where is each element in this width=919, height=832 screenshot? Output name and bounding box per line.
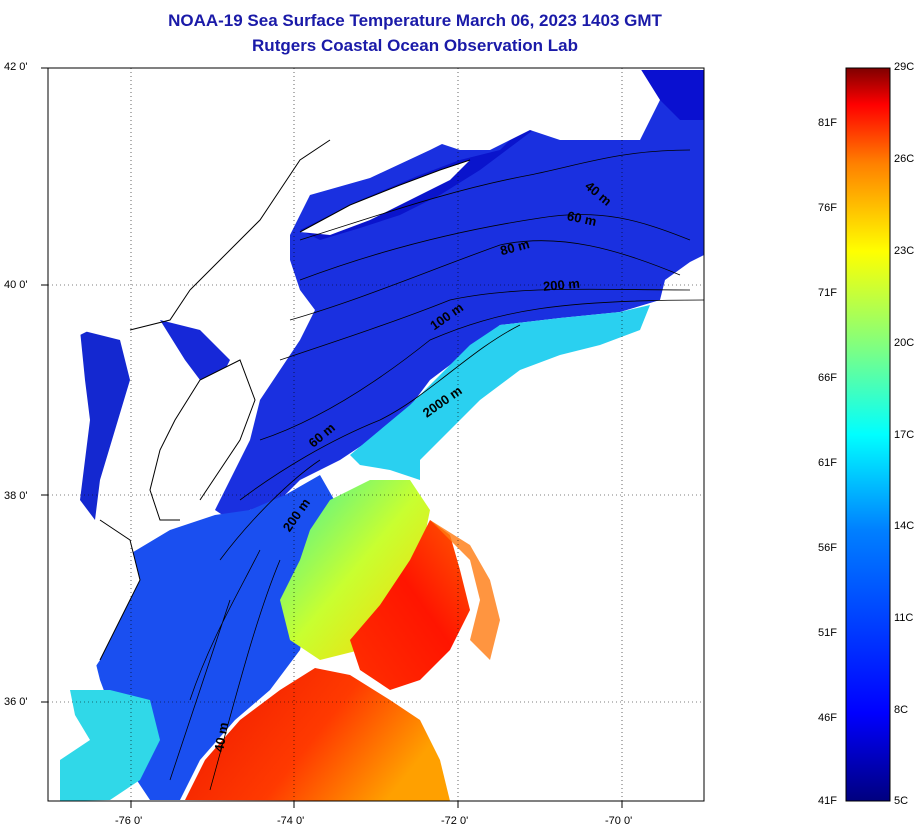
delaware-bay bbox=[160, 320, 230, 390]
contour-label: 60 m bbox=[566, 208, 598, 229]
cbar-c-8: 8C bbox=[894, 704, 909, 716]
cbar-c-20: 20C bbox=[894, 337, 915, 349]
southern-warm-water bbox=[185, 668, 450, 801]
land-delmarva bbox=[150, 360, 255, 520]
cbar-f-56: 56F bbox=[818, 542, 837, 554]
colorbar bbox=[845, 67, 891, 802]
coastline bbox=[99, 139, 471, 661]
lon-label-76: -76 0' bbox=[115, 815, 143, 827]
lat-label-36: 36 0' bbox=[4, 696, 28, 708]
lon-label-70: -70 0' bbox=[605, 815, 633, 827]
map-title: NOAA-19 Sea Surface Temperature March 06… bbox=[168, 11, 662, 30]
cbar-c-14: 14C bbox=[894, 520, 915, 532]
chesapeake-bay bbox=[80, 330, 130, 520]
cbar-c-11: 11C bbox=[894, 612, 914, 624]
cbar-f-51: 51F bbox=[818, 627, 837, 639]
contour-label: 80 m bbox=[499, 236, 532, 258]
lat-label-42: 42 0' bbox=[4, 61, 28, 73]
cbar-f-76: 76F bbox=[818, 202, 837, 214]
lat-label-38: 38 0' bbox=[4, 490, 28, 502]
cbar-c-29: 29C bbox=[894, 61, 915, 73]
contour-label: 200 m bbox=[542, 276, 580, 294]
contour-label: 40 m bbox=[211, 721, 231, 753]
gulf-stream-warm bbox=[350, 520, 470, 690]
cbar-c-17: 17C bbox=[894, 429, 915, 441]
map-subtitle: Rutgers Coastal Ocean Observation Lab bbox=[252, 36, 578, 55]
cbar-c-23: 23C bbox=[894, 245, 915, 257]
land-new-england bbox=[420, 68, 660, 150]
lon-label-74: -74 0' bbox=[277, 815, 305, 827]
cbar-c-5: 5C bbox=[894, 795, 909, 807]
map-frame bbox=[47, 67, 705, 802]
warm-speckles bbox=[430, 520, 500, 660]
cbar-f-71: 71F bbox=[818, 287, 837, 299]
land-virginia bbox=[48, 520, 140, 690]
gulf-stream-front bbox=[280, 480, 430, 660]
slope-water bbox=[350, 305, 650, 480]
land-mainland bbox=[48, 68, 340, 801]
land-long-island bbox=[300, 160, 470, 235]
lon-label-72: -72 0' bbox=[441, 815, 469, 827]
cbar-f-41: 41F bbox=[818, 795, 837, 807]
cbar-f-66: 66F bbox=[818, 372, 837, 384]
cbar-f-81: 81F bbox=[818, 117, 837, 129]
cbar-f-46: 46F bbox=[818, 712, 837, 724]
cape-cod-water bbox=[640, 70, 704, 120]
lat-label-40: 40 0' bbox=[4, 279, 28, 291]
cbar-c-26: 26C bbox=[894, 153, 915, 165]
pamlico-sound bbox=[60, 690, 160, 801]
contour-lines bbox=[169, 149, 704, 791]
cbar-f-61: 61F bbox=[818, 457, 837, 469]
shelf-water-north bbox=[215, 72, 704, 520]
